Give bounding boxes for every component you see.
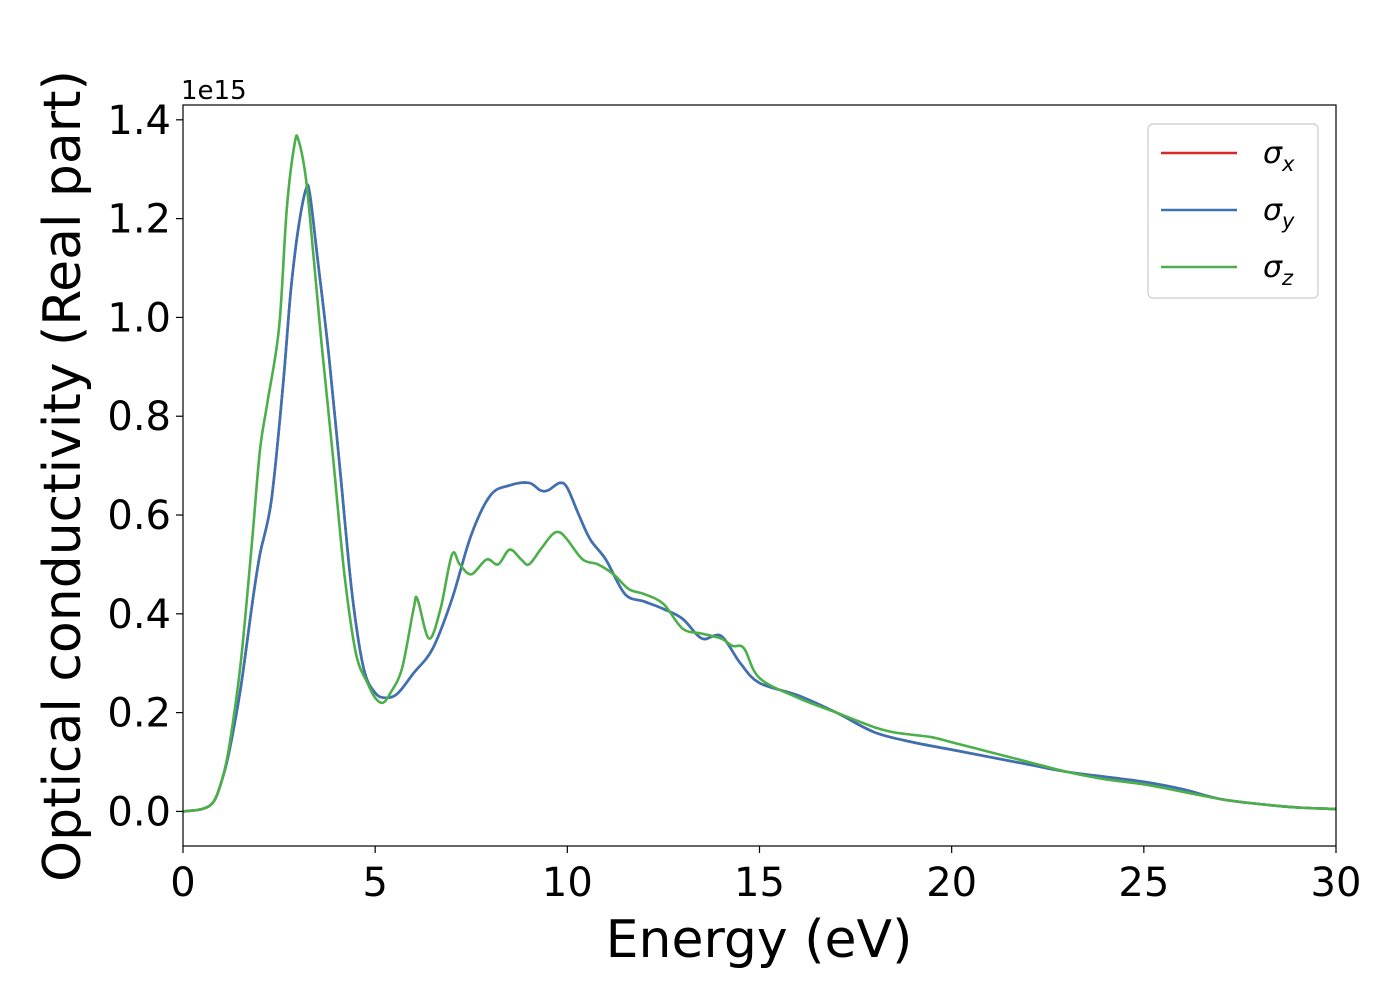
y-axis: 0.0 0.2 0.4 0.6 0.8 1.0 1.2 1.4 [107,98,183,835]
plot-area [183,134,1336,813]
x-tick-label: 20 [926,860,977,906]
y-tick-label: 0.4 [107,592,171,638]
y-tick-label: 0.6 [107,493,171,539]
y-tick-label: 1.4 [107,98,171,144]
series-line-y [183,183,1336,813]
y-tick-label: 0.2 [107,691,171,737]
y-offset-text: 1e15 [181,76,247,106]
x-tick-label: 30 [1311,860,1362,906]
x-tick-label: 5 [362,860,387,906]
y-axis-label: Optical conductivity (Real part) [33,70,93,882]
x-tick-label: 25 [1118,860,1169,906]
y-tick-label: 1.0 [107,295,171,341]
x-tick-label: 15 [734,860,785,906]
x-axis: 0 5 10 15 20 25 30 [170,846,1361,906]
series-line-z [183,134,1336,813]
y-tick-label: 0.0 [107,789,171,835]
x-tick-label: 10 [542,860,593,906]
y-tick-label: 0.8 [107,394,171,440]
x-tick-label: 0 [170,860,195,906]
y-tick-label: 1.2 [107,197,171,243]
x-axis-label: Energy (eV) [606,910,913,970]
